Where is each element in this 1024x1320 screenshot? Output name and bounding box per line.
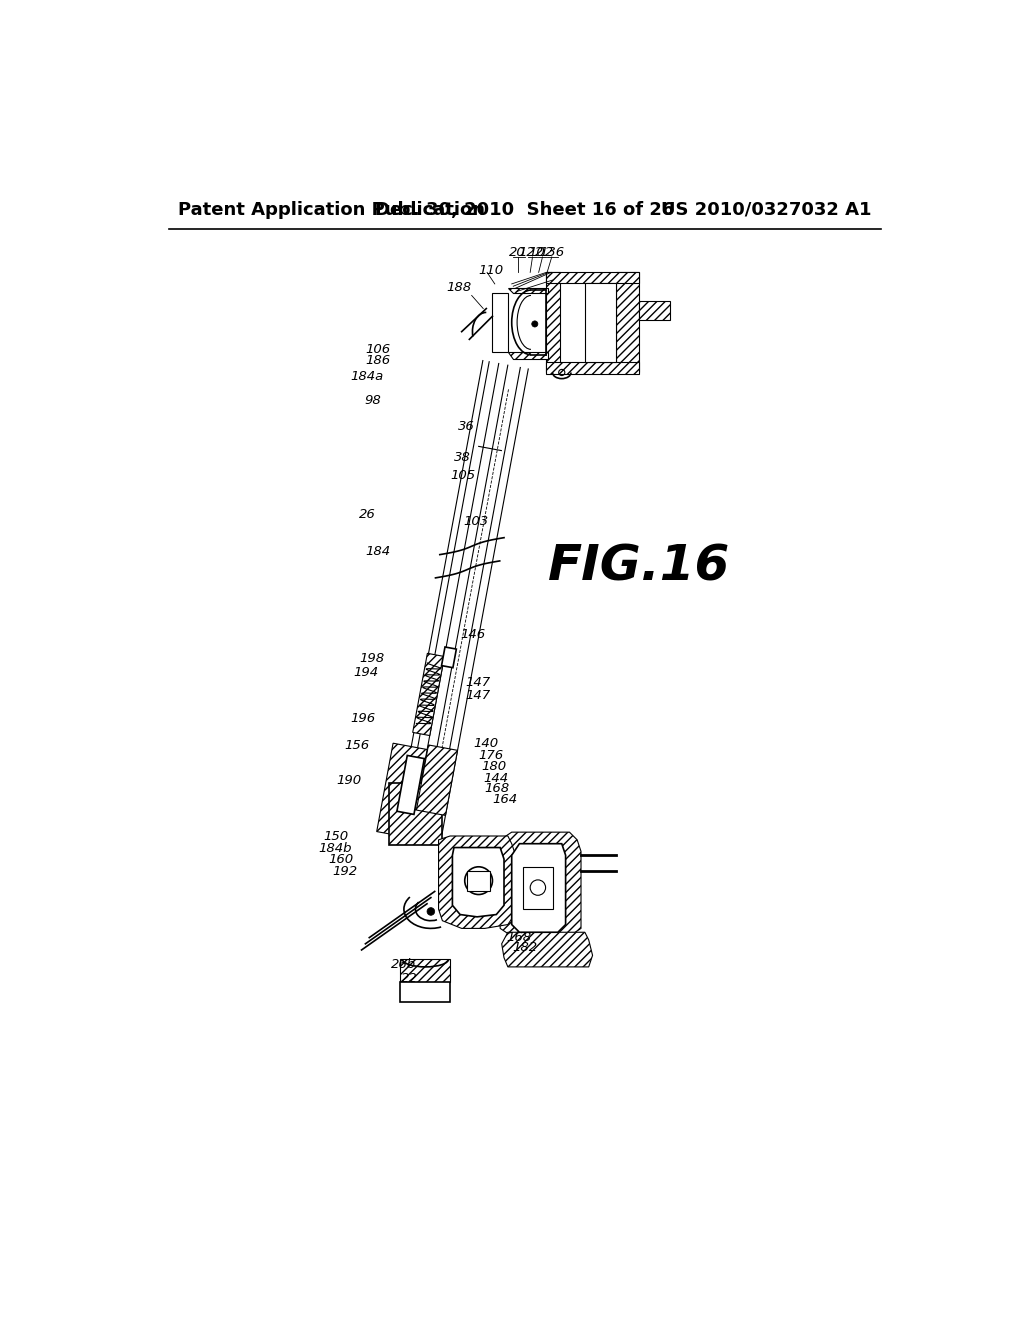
- Text: 105: 105: [451, 469, 475, 482]
- Text: 168: 168: [506, 931, 531, 944]
- Polygon shape: [434, 367, 528, 834]
- Text: 186: 186: [366, 354, 391, 367]
- Polygon shape: [500, 832, 581, 936]
- Text: 190: 190: [337, 774, 361, 787]
- Text: 106: 106: [366, 343, 391, 356]
- Text: 184a: 184a: [350, 370, 383, 383]
- Text: 198: 198: [359, 652, 385, 665]
- Text: Dec. 30, 2010  Sheet 16 of 26: Dec. 30, 2010 Sheet 16 of 26: [375, 201, 675, 219]
- Text: 26b: 26b: [391, 958, 417, 972]
- Text: 36: 36: [458, 420, 474, 433]
- Text: 102: 102: [528, 246, 554, 259]
- Polygon shape: [397, 755, 424, 814]
- Text: 22: 22: [401, 972, 418, 985]
- Circle shape: [531, 321, 538, 327]
- Text: 144: 144: [483, 772, 508, 785]
- Circle shape: [427, 908, 435, 915]
- Text: 20: 20: [509, 246, 525, 259]
- Text: 168: 168: [484, 781, 510, 795]
- Text: 38: 38: [454, 450, 471, 463]
- Text: 182: 182: [512, 941, 538, 954]
- Text: 110: 110: [478, 264, 504, 277]
- Text: 184b: 184b: [318, 842, 351, 855]
- Polygon shape: [441, 647, 457, 668]
- Polygon shape: [396, 360, 489, 826]
- Text: 26: 26: [358, 508, 376, 520]
- Polygon shape: [453, 847, 504, 917]
- Text: 176: 176: [478, 748, 504, 762]
- Polygon shape: [547, 272, 560, 372]
- Polygon shape: [493, 293, 508, 352]
- Polygon shape: [400, 960, 451, 982]
- Text: 147: 147: [466, 689, 490, 702]
- Text: 98: 98: [365, 395, 381, 408]
- Text: 122: 122: [518, 246, 544, 259]
- Polygon shape: [615, 272, 639, 372]
- Text: 188: 188: [446, 281, 472, 294]
- Polygon shape: [512, 843, 565, 932]
- Polygon shape: [502, 932, 593, 966]
- Text: 136: 136: [540, 246, 564, 259]
- Polygon shape: [508, 352, 548, 359]
- Polygon shape: [388, 784, 442, 845]
- Text: 150: 150: [324, 829, 348, 842]
- Text: 180: 180: [481, 760, 506, 774]
- Text: 184: 184: [366, 545, 391, 557]
- Polygon shape: [585, 284, 615, 363]
- Text: Patent Application Publication: Patent Application Publication: [178, 201, 485, 219]
- Text: 192: 192: [333, 865, 357, 878]
- Text: 164: 164: [493, 792, 517, 805]
- Polygon shape: [438, 836, 515, 928]
- Text: 146: 146: [460, 628, 485, 640]
- Polygon shape: [413, 653, 444, 735]
- Text: 147: 147: [466, 676, 490, 689]
- Polygon shape: [417, 744, 458, 816]
- Polygon shape: [547, 363, 639, 374]
- Text: 194: 194: [353, 667, 379, 680]
- Polygon shape: [467, 871, 490, 891]
- Text: 196: 196: [350, 713, 376, 726]
- Text: FIG.16: FIG.16: [548, 543, 730, 590]
- Text: 156: 156: [344, 739, 370, 751]
- Polygon shape: [547, 272, 639, 284]
- Polygon shape: [377, 743, 427, 838]
- Text: US 2010/0327032 A1: US 2010/0327032 A1: [660, 201, 871, 219]
- Polygon shape: [508, 288, 548, 293]
- Text: 140: 140: [473, 737, 499, 750]
- Polygon shape: [400, 982, 451, 1002]
- Polygon shape: [639, 301, 670, 321]
- Text: 103: 103: [463, 515, 488, 528]
- Text: 160: 160: [329, 853, 354, 866]
- Polygon shape: [523, 867, 553, 909]
